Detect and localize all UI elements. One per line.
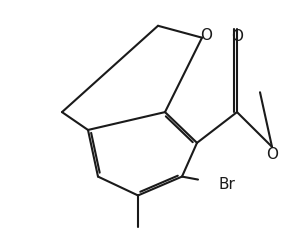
Text: O: O [200,28,212,43]
Text: Br: Br [218,177,235,192]
Text: O: O [231,29,243,44]
Text: O: O [266,147,278,162]
